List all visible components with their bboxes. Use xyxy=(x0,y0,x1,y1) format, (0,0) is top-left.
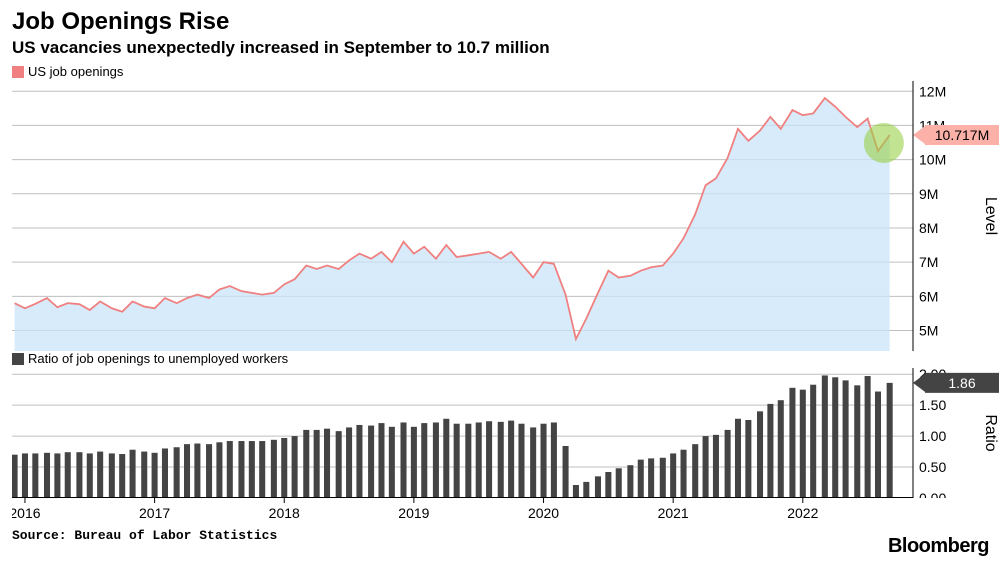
svg-text:9M: 9M xyxy=(919,186,938,202)
svg-text:10.717M: 10.717M xyxy=(935,127,989,143)
svg-text:1.00: 1.00 xyxy=(919,428,946,444)
svg-text:2016: 2016 xyxy=(12,505,41,521)
chart-subtitle: US vacancies unexpectedly increased in S… xyxy=(12,38,991,58)
top-legend: US job openings xyxy=(12,64,991,79)
source-line: Source: Bureau of Labor Statistics xyxy=(12,528,991,543)
svg-text:2021: 2021 xyxy=(658,505,689,521)
svg-text:0.50: 0.50 xyxy=(919,459,946,475)
svg-text:10M: 10M xyxy=(919,152,946,168)
svg-text:Ratio: Ratio xyxy=(982,414,999,451)
chart-title: Job Openings Rise xyxy=(12,8,991,36)
bottom-legend: Ratio of job openings to unemployed work… xyxy=(12,351,991,366)
bottom-chart: 0.000.501.001.502.001.86Ratio xyxy=(12,368,991,498)
svg-text:6M: 6M xyxy=(919,288,938,304)
svg-text:7M: 7M xyxy=(919,254,938,270)
svg-text:2022: 2022 xyxy=(787,505,818,521)
svg-text:2019: 2019 xyxy=(398,505,429,521)
x-axis: 2016 2017 2018 2019 2020 2021 2022 xyxy=(12,498,991,522)
svg-text:2017: 2017 xyxy=(139,505,170,521)
svg-text:5M: 5M xyxy=(919,322,938,338)
top-legend-label: US job openings xyxy=(28,64,123,79)
brand-name: Bloomberg xyxy=(888,535,989,558)
svg-text:12M: 12M xyxy=(919,83,946,99)
top-legend-swatch xyxy=(12,66,24,78)
svg-text:2020: 2020 xyxy=(528,505,559,521)
svg-text:8M: 8M xyxy=(919,220,938,236)
bottom-legend-label: Ratio of job openings to unemployed work… xyxy=(28,351,288,366)
svg-text:1.86: 1.86 xyxy=(948,375,975,391)
bottom-legend-swatch xyxy=(12,353,24,365)
svg-text:2018: 2018 xyxy=(269,505,300,521)
top-chart: 5M6M7M8M9M10M11M12M10.717MLevel xyxy=(12,81,991,351)
svg-text:Level: Level xyxy=(982,197,999,235)
svg-text:0.00: 0.00 xyxy=(919,490,946,498)
svg-text:1.50: 1.50 xyxy=(919,397,946,413)
